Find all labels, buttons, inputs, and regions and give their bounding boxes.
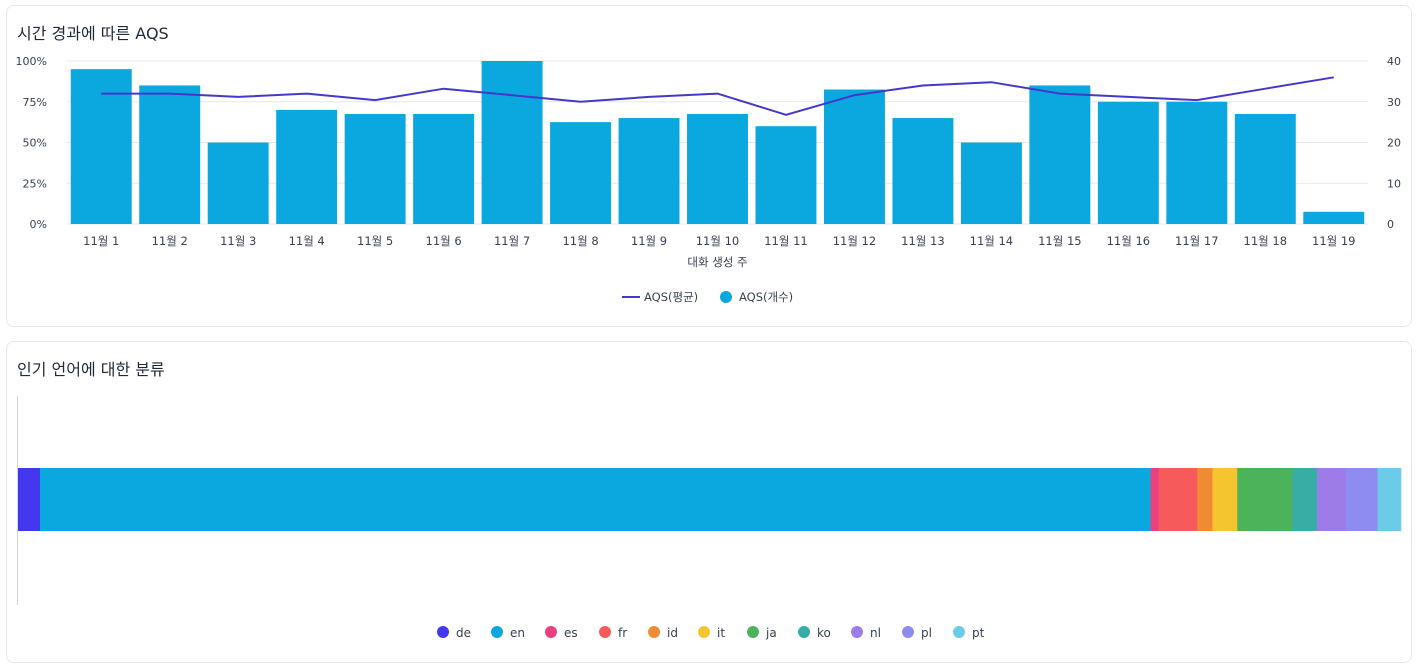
legend-label-es: es — [564, 626, 578, 640]
segment-pt — [1377, 468, 1402, 531]
segment-de — [18, 468, 41, 531]
legend-dot-nl — [851, 626, 863, 638]
legend-label-ja: ja — [765, 626, 777, 640]
legend-label-pl: pl — [921, 626, 932, 640]
legend-dot-es — [545, 626, 557, 638]
legend-dot-en — [491, 626, 503, 638]
legend-label-fr: fr — [618, 626, 627, 640]
segment-es — [1150, 468, 1160, 531]
legend-label-id: id — [667, 626, 678, 640]
segment-ja — [1237, 468, 1293, 531]
segment-it — [1212, 468, 1238, 531]
segment-id — [1197, 468, 1213, 531]
segment-pl — [1345, 468, 1378, 531]
legend-dot-de — [437, 626, 449, 638]
legend-dot-it — [698, 626, 710, 638]
legend-dot-pl — [902, 626, 914, 638]
segment-en — [40, 468, 1151, 531]
legend-dot-id — [648, 626, 660, 638]
legend-dot-fr — [599, 626, 611, 638]
language-legend: de en es fr id it ja ko nl pl pt — [437, 626, 985, 640]
legend-dot-pt — [953, 626, 965, 638]
legend-label-it: it — [717, 626, 725, 640]
legend-dot-ja — [747, 626, 759, 638]
segment-nl — [1317, 468, 1347, 531]
segment-fr — [1158, 468, 1198, 531]
legend-label-ko: ko — [817, 626, 831, 640]
language-chart-title: 인기 언어에 대한 분류 — [17, 360, 165, 379]
segment-ko — [1292, 468, 1318, 531]
legend-dot-ko — [798, 626, 810, 638]
legend-label-en: en — [510, 626, 525, 640]
aqs-chart-title: 시간 경과에 따른 AQS — [17, 24, 169, 43]
legend-label-de: de — [456, 626, 471, 640]
legend-label-nl: nl — [870, 626, 881, 640]
legend-label-pt: pt — [972, 626, 985, 640]
